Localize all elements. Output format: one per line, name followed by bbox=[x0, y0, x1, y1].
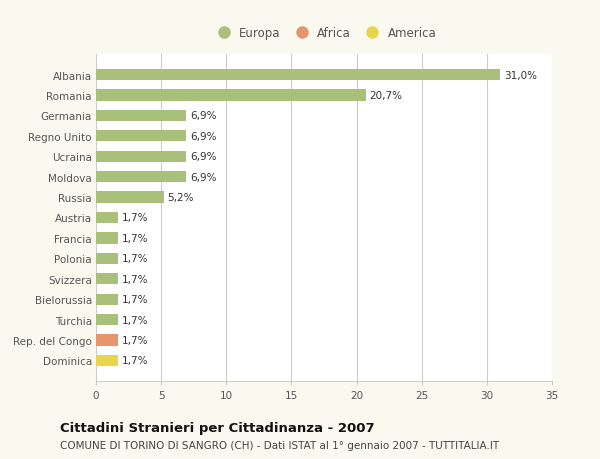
Text: 1,7%: 1,7% bbox=[122, 295, 149, 304]
Text: 1,7%: 1,7% bbox=[122, 254, 149, 264]
Text: 6,9%: 6,9% bbox=[190, 132, 217, 141]
Bar bbox=[96, 192, 164, 203]
Bar bbox=[96, 131, 186, 142]
Bar bbox=[96, 172, 186, 183]
Text: 1,7%: 1,7% bbox=[122, 356, 149, 365]
Bar bbox=[96, 294, 118, 305]
Text: 5,2%: 5,2% bbox=[167, 193, 194, 203]
Text: 6,9%: 6,9% bbox=[190, 172, 217, 182]
Bar bbox=[96, 355, 118, 366]
Text: 6,9%: 6,9% bbox=[190, 152, 217, 162]
Bar bbox=[96, 233, 118, 244]
Bar bbox=[96, 253, 118, 264]
Text: Cittadini Stranieri per Cittadinanza - 2007: Cittadini Stranieri per Cittadinanza - 2… bbox=[60, 421, 374, 434]
Bar bbox=[96, 111, 186, 122]
Text: 1,7%: 1,7% bbox=[122, 233, 149, 243]
Text: 1,7%: 1,7% bbox=[122, 315, 149, 325]
Bar bbox=[96, 151, 186, 162]
Text: 20,7%: 20,7% bbox=[370, 91, 403, 101]
Legend: Europa, Africa, America: Europa, Africa, America bbox=[207, 22, 441, 44]
Bar bbox=[96, 90, 365, 101]
Text: 1,7%: 1,7% bbox=[122, 335, 149, 345]
Bar bbox=[96, 70, 500, 81]
Bar bbox=[96, 335, 118, 346]
Text: 6,9%: 6,9% bbox=[190, 111, 217, 121]
Text: 1,7%: 1,7% bbox=[122, 274, 149, 284]
Text: COMUNE DI TORINO DI SANGRO (CH) - Dati ISTAT al 1° gennaio 2007 - TUTTITALIA.IT: COMUNE DI TORINO DI SANGRO (CH) - Dati I… bbox=[60, 440, 499, 450]
Text: 31,0%: 31,0% bbox=[504, 71, 537, 80]
Bar bbox=[96, 314, 118, 325]
Bar bbox=[96, 274, 118, 285]
Text: 1,7%: 1,7% bbox=[122, 213, 149, 223]
Bar bbox=[96, 213, 118, 224]
